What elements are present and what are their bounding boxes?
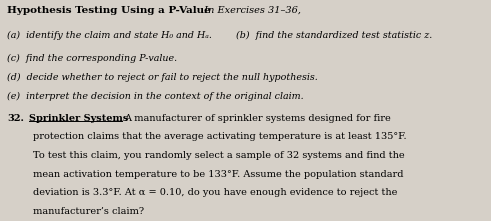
Text: protection claims that the average activating temperature is at least 135°F.: protection claims that the average activ… [33,132,407,141]
Text: A manufacturer of sprinkler systems designed for fire: A manufacturer of sprinkler systems desi… [124,114,391,123]
Text: (a)  identify the claim and state H₀ and Hₐ.: (a) identify the claim and state H₀ and … [7,31,212,40]
Text: In Exercises 31–36,: In Exercises 31–36, [197,6,300,15]
Text: (c)  find the corresponding P-value.: (c) find the corresponding P-value. [7,54,177,63]
Text: manufacturer’s claim?: manufacturer’s claim? [33,207,144,216]
Text: Sprinkler Systems: Sprinkler Systems [28,114,128,123]
Text: (d)  decide whether to reject or fail to reject the null hypothesis.: (d) decide whether to reject or fail to … [7,73,318,82]
Text: 32.: 32. [7,114,24,123]
Text: Hypothesis Testing Using a P-Value: Hypothesis Testing Using a P-Value [7,6,211,15]
Text: (b)  find the standardized test statistic z.: (b) find the standardized test statistic… [236,31,432,40]
Text: mean activation temperature to be 133°F. Assume the population standard: mean activation temperature to be 133°F.… [33,170,404,179]
Text: (e)  interpret the decision in the context of the original claim.: (e) interpret the decision in the contex… [7,92,303,101]
Text: To test this claim, you randomly select a sample of 32 systems and find the: To test this claim, you randomly select … [33,151,405,160]
Text: deviation is 3.3°F. At α = 0.10, do you have enough evidence to reject the: deviation is 3.3°F. At α = 0.10, do you … [33,188,398,197]
